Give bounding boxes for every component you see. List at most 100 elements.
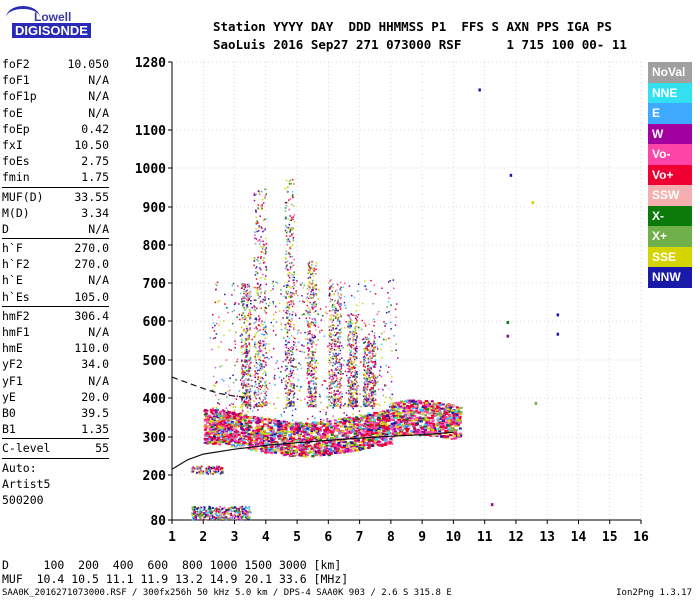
echo-point	[242, 344, 245, 347]
echo-point	[424, 406, 428, 409]
echo-point	[254, 355, 256, 358]
echo-point	[396, 407, 400, 410]
echo-point	[458, 432, 462, 435]
echo-point	[252, 447, 256, 450]
param-row: fxI 10.50	[2, 137, 109, 153]
echo-point	[308, 269, 310, 271]
echo-point	[356, 321, 358, 323]
echo-point	[366, 336, 369, 339]
echo-point	[247, 420, 251, 423]
echo-point	[249, 388, 252, 391]
param-value: 34.0	[81, 357, 109, 372]
echo-point	[265, 390, 268, 393]
echo-point	[353, 397, 355, 400]
echo-point	[291, 195, 294, 198]
echo-point	[348, 381, 350, 384]
echo-point	[459, 421, 463, 424]
echo-point	[246, 305, 249, 308]
echo-point	[308, 444, 312, 447]
echo-point	[347, 339, 349, 341]
echo-point	[308, 265, 311, 268]
echo-point	[395, 401, 399, 404]
echo-point	[315, 359, 318, 362]
echo-point	[332, 286, 335, 289]
echo-point	[387, 431, 391, 434]
echo-point	[256, 272, 259, 274]
echo-point	[268, 451, 272, 454]
echo-point	[340, 294, 342, 296]
echo-point	[362, 441, 366, 444]
echo-point	[372, 401, 374, 404]
echo-point	[350, 403, 352, 405]
echo-point	[366, 429, 370, 432]
echo-point	[351, 361, 353, 363]
echo-point	[304, 455, 308, 458]
echo-point	[337, 388, 339, 391]
echo-point	[386, 441, 390, 444]
echo-point	[431, 406, 435, 409]
echo-point	[423, 407, 427, 410]
echo-point	[423, 417, 427, 420]
param-name: foEp	[2, 121, 30, 136]
echo-point	[432, 424, 436, 427]
echo-point	[259, 367, 262, 370]
echo-point	[239, 439, 243, 442]
echo-point	[258, 225, 260, 227]
echo-point	[367, 421, 371, 424]
echo-point	[249, 448, 253, 451]
echo-point	[367, 371, 369, 373]
echo-point	[389, 409, 393, 412]
echo-point	[410, 400, 414, 403]
echo-point	[207, 425, 211, 428]
echo-point	[334, 451, 338, 454]
echo-point	[278, 420, 282, 423]
y-tick-label: 600	[143, 315, 167, 330]
echo-point	[449, 406, 453, 409]
echo-point	[364, 352, 366, 355]
echo-point	[310, 374, 312, 376]
echo-point	[430, 424, 434, 427]
echo-point	[246, 354, 249, 356]
param-name: h`F	[2, 241, 23, 256]
echo-point	[303, 451, 307, 454]
echo-point	[339, 391, 341, 394]
echo-point	[351, 400, 353, 402]
echo-point	[280, 428, 284, 431]
echo-point	[309, 388, 312, 390]
echo-point	[365, 338, 368, 341]
param-value: 55	[95, 441, 109, 456]
echo-point	[223, 439, 227, 442]
echo-point	[312, 341, 314, 343]
echo-point	[337, 360, 340, 362]
echo-point	[307, 297, 310, 300]
echo-point	[351, 394, 354, 397]
echo-point	[265, 302, 268, 305]
echo-point	[264, 392, 266, 395]
echo-point	[246, 352, 248, 354]
echo-point	[408, 401, 412, 404]
echo-point	[214, 434, 218, 437]
echo-point	[329, 452, 333, 455]
echo-point	[212, 442, 216, 445]
echo-point	[246, 346, 248, 348]
echo-point	[247, 338, 250, 340]
echo-point	[245, 350, 248, 353]
echo-point	[309, 287, 311, 289]
echo-point	[250, 433, 254, 436]
echo-point	[291, 255, 294, 258]
echo-point	[338, 345, 341, 347]
param-value: N/A	[88, 73, 109, 88]
echo-point	[288, 319, 291, 321]
echo-point	[226, 429, 230, 432]
echo-point	[262, 323, 264, 326]
echo-point	[245, 359, 248, 362]
echo-point	[348, 340, 350, 342]
echo-point	[337, 347, 340, 350]
echo-point	[311, 334, 313, 336]
echo-point	[244, 316, 247, 318]
echo-point	[286, 448, 290, 451]
echo-point	[287, 399, 290, 401]
echo-point	[257, 288, 259, 291]
echo-point	[290, 432, 294, 435]
echo-point	[286, 317, 289, 319]
